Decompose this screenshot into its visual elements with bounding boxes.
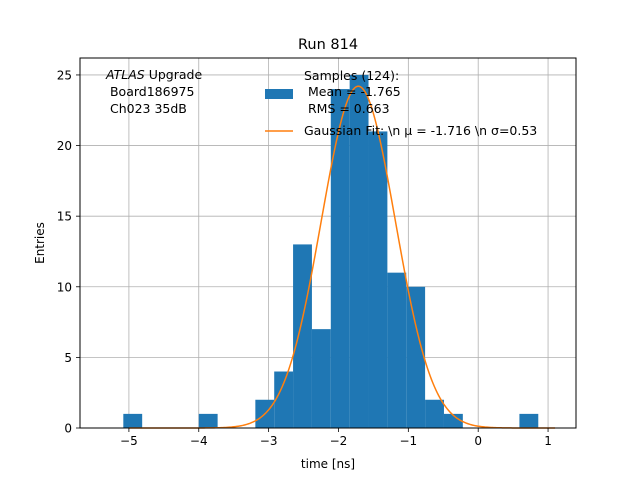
x-tick-label-3: −2 xyxy=(330,434,348,448)
atlas-italic: ATLAS xyxy=(105,67,145,82)
histogram-bar-15 xyxy=(406,286,426,428)
x-tick-label-2: −3 xyxy=(260,434,278,448)
y-tick-label-2: 10 xyxy=(57,280,72,294)
histogram-bar-10 xyxy=(311,329,331,428)
x-tick-label-1: −4 xyxy=(190,434,208,448)
x-axis-label: time [ns] xyxy=(301,457,355,471)
histogram-bar-17 xyxy=(443,413,463,428)
x-tick-label-6: 1 xyxy=(544,434,552,448)
legend-hist-line-1: Samples (124): xyxy=(304,68,399,83)
atlas-annotation-line-1: ATLAS Upgrade xyxy=(105,67,202,82)
histogram-bars xyxy=(123,74,539,429)
legend-fit-label: Gaussian Fit: \n μ = -1.716 \n σ=0.53 xyxy=(304,123,537,138)
histogram-bar-11 xyxy=(330,89,350,429)
y-axis-label: Entries xyxy=(33,222,47,264)
histogram-bar-21 xyxy=(519,413,539,428)
histogram-bar-9 xyxy=(293,244,312,428)
histogram-bar-12 xyxy=(349,74,369,428)
legend: Samples (124): Mean = -1.765 RMS = 0.663… xyxy=(265,68,537,138)
x-tick-label-4: −1 xyxy=(399,434,417,448)
y-tick-label-3: 15 xyxy=(57,210,72,224)
legend-hist-line-3: RMS = 0.663 xyxy=(304,101,390,116)
legend-hist-swatch xyxy=(265,89,293,99)
y-tick-label-1: 5 xyxy=(64,351,72,365)
atlas-annotation-line-2: Board186975 xyxy=(106,84,194,99)
x-tick-label-0: −5 xyxy=(120,434,138,448)
legend-hist-line-2: Mean = -1.765 xyxy=(304,84,401,99)
y-tick-label-0: 0 xyxy=(64,422,72,436)
atlas-annotation-line-3: Ch023 35dB xyxy=(106,101,187,116)
histogram-bar-14 xyxy=(387,272,407,428)
histogram-bar-16 xyxy=(425,399,444,428)
histogram-bar-4 xyxy=(198,413,218,428)
chart-title: Run 814 xyxy=(298,37,358,53)
histogram-bar-13 xyxy=(368,131,388,428)
histogram-bar-0 xyxy=(123,413,143,428)
x-axis-ticks: −5 −4 −3 −2 −1 0 1 xyxy=(120,428,552,448)
plot-frame xyxy=(79,57,577,429)
y-tick-label-4: 20 xyxy=(57,139,72,153)
histogram-bar-8 xyxy=(274,371,294,428)
atlas-rest: Upgrade xyxy=(145,67,203,82)
y-axis-ticks: 0 5 10 15 20 25 xyxy=(57,68,80,436)
x-tick-label-5: 0 xyxy=(474,434,482,448)
y-tick-label-5: 25 xyxy=(57,68,72,82)
